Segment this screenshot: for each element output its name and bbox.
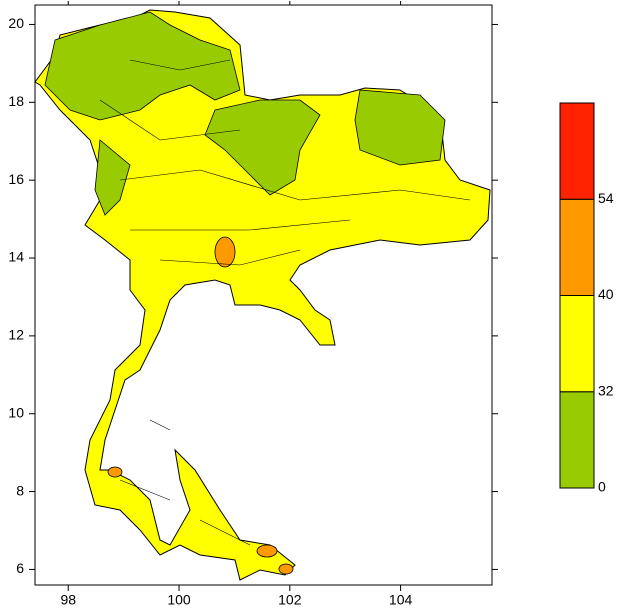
west-zone (94, 139, 131, 216)
y-tick-label: 20 (8, 15, 24, 31)
x-tick-label: 98 (60, 592, 76, 608)
northeast-zone (354, 89, 446, 166)
hot-spot (278, 563, 294, 575)
x-tick-label: 100 (167, 592, 191, 608)
province-lines (99, 59, 471, 546)
central-north-zone (204, 99, 321, 196)
colorbar-label: 40 (598, 286, 614, 302)
y-tick-label: 16 (8, 171, 24, 187)
colorbar-label: 54 (598, 190, 614, 206)
x-tick-label: 104 (389, 592, 413, 608)
hot-spot (214, 236, 236, 268)
low-zones (44, 11, 446, 216)
y-tick-label: 8 (16, 482, 24, 498)
high-zones (107, 236, 294, 575)
plot-frame (34, 4, 493, 586)
map-shapes (34, 9, 491, 581)
x-tick-label: 102 (278, 592, 302, 608)
y-tick-label: 14 (8, 249, 24, 265)
hot-spot (107, 466, 123, 478)
colorbar-segment (559, 391, 595, 489)
y-tick-label: 10 (8, 404, 24, 420)
province-line (99, 59, 471, 546)
colorbar-label: 0 (598, 479, 606, 495)
y-tick-label: 18 (8, 93, 24, 109)
y-tick-label: 6 (16, 560, 24, 576)
y-tick-label: 12 (8, 327, 24, 343)
hot-spot (256, 544, 278, 558)
north-zone (44, 11, 241, 121)
colorbar-segment (559, 295, 595, 393)
colorbar-label: 32 (598, 382, 614, 398)
colorbar-segment (559, 102, 595, 200)
colorbar-segment (559, 198, 595, 296)
